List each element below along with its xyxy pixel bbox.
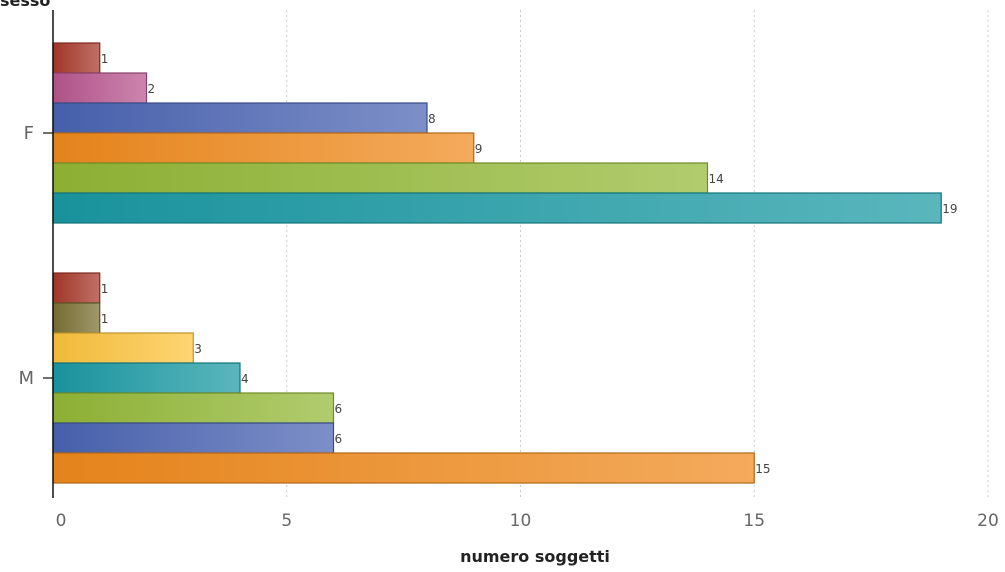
bar bbox=[52, 422, 335, 454]
x-axis-title: numero soggetti bbox=[460, 547, 610, 566]
bar bbox=[52, 392, 335, 424]
category-label: M bbox=[18, 368, 34, 389]
data-label: 1 bbox=[101, 312, 109, 326]
bar bbox=[52, 192, 942, 224]
grid-lines bbox=[286, 10, 989, 498]
x-tick-label: 15 bbox=[743, 511, 765, 531]
x-tick-label: 10 bbox=[510, 511, 532, 531]
bars bbox=[52, 42, 942, 484]
bar bbox=[52, 162, 709, 194]
data-label: 1 bbox=[101, 282, 109, 296]
data-label: 19 bbox=[942, 202, 957, 216]
data-label: 8 bbox=[428, 112, 436, 126]
data-label: 6 bbox=[335, 432, 343, 446]
bar bbox=[52, 272, 101, 304]
x-tick-label: 20 bbox=[977, 511, 999, 531]
data-label: 14 bbox=[709, 172, 724, 186]
data-label: 15 bbox=[755, 462, 770, 476]
x-tick-label: 0 bbox=[56, 511, 67, 531]
bar bbox=[52, 42, 101, 74]
bar bbox=[52, 332, 194, 364]
data-label: 9 bbox=[475, 142, 483, 156]
category-label: F bbox=[24, 123, 34, 144]
bar bbox=[52, 302, 101, 334]
bar bbox=[52, 102, 428, 134]
bar bbox=[52, 362, 241, 394]
data-label: 2 bbox=[148, 82, 156, 96]
y-axis-title: sesso bbox=[0, 0, 50, 10]
data-label: 3 bbox=[194, 342, 202, 356]
bar bbox=[52, 132, 475, 164]
data-label: 1 bbox=[101, 52, 109, 66]
axes: 0 5 10 15 20 F M bbox=[18, 10, 999, 531]
data-label: 6 bbox=[335, 402, 343, 416]
data-label: 4 bbox=[241, 372, 249, 386]
x-tick-label: 5 bbox=[281, 511, 292, 531]
bar bbox=[52, 72, 148, 104]
bar bbox=[52, 452, 755, 484]
